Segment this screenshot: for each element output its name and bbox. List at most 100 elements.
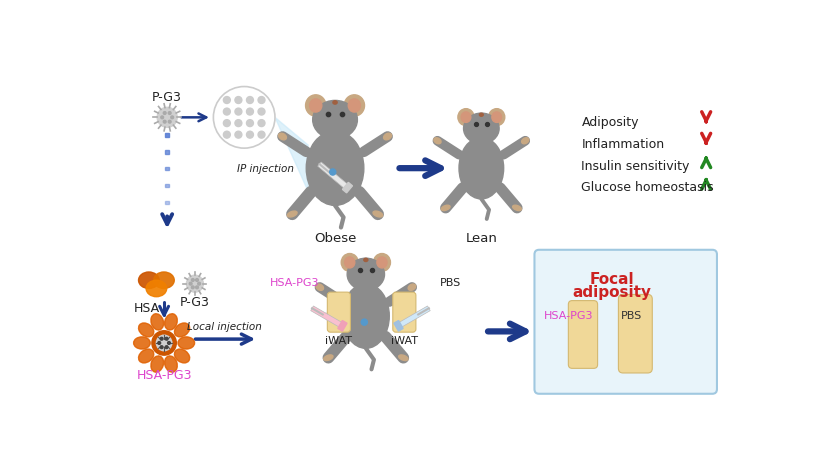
Ellipse shape	[151, 356, 163, 372]
Circle shape	[167, 342, 171, 345]
Circle shape	[246, 97, 254, 104]
Bar	[166, 201, 169, 204]
Circle shape	[152, 331, 176, 355]
Polygon shape	[322, 308, 336, 332]
Text: IP injection: IP injection	[237, 164, 295, 174]
Circle shape	[258, 120, 265, 127]
Circle shape	[246, 132, 254, 139]
Text: Inflammation: Inflammation	[582, 138, 664, 151]
Text: adiposity: adiposity	[572, 284, 651, 299]
Circle shape	[213, 87, 275, 149]
Text: P-G3: P-G3	[153, 91, 182, 104]
Circle shape	[163, 121, 166, 124]
Polygon shape	[398, 306, 430, 328]
Circle shape	[361, 319, 367, 325]
Text: HSA-PG3: HSA-PG3	[543, 310, 593, 320]
Text: iWAT: iWAT	[326, 336, 353, 346]
Text: HSA-PG3: HSA-PG3	[136, 368, 192, 381]
Polygon shape	[394, 321, 403, 331]
FancyBboxPatch shape	[619, 295, 652, 373]
Ellipse shape	[384, 134, 392, 140]
Ellipse shape	[463, 114, 499, 145]
Circle shape	[157, 342, 161, 345]
Circle shape	[224, 109, 230, 116]
Text: Glucose homeostasis: Glucose homeostasis	[582, 181, 714, 194]
Ellipse shape	[316, 285, 323, 291]
Circle shape	[192, 286, 194, 289]
Ellipse shape	[492, 112, 502, 123]
Ellipse shape	[178, 337, 194, 349]
Text: Insulin sensitivity: Insulin sensitivity	[582, 159, 690, 172]
Polygon shape	[338, 321, 347, 331]
Ellipse shape	[434, 139, 441, 145]
Polygon shape	[311, 306, 343, 328]
FancyBboxPatch shape	[392, 292, 416, 332]
Circle shape	[235, 109, 242, 116]
Circle shape	[161, 117, 163, 119]
Ellipse shape	[306, 132, 364, 206]
FancyBboxPatch shape	[534, 250, 717, 394]
Text: HSA: HSA	[134, 301, 160, 314]
Ellipse shape	[134, 337, 150, 349]
Text: Lean: Lean	[465, 232, 497, 245]
Circle shape	[160, 346, 163, 349]
Bar	[165, 134, 170, 138]
Ellipse shape	[364, 259, 368, 262]
FancyBboxPatch shape	[327, 292, 350, 332]
Circle shape	[330, 169, 336, 176]
Ellipse shape	[139, 272, 159, 289]
Circle shape	[196, 286, 198, 289]
Circle shape	[235, 97, 242, 104]
Circle shape	[165, 346, 168, 349]
Ellipse shape	[347, 258, 384, 291]
Ellipse shape	[151, 314, 163, 330]
Ellipse shape	[344, 257, 355, 269]
Circle shape	[246, 120, 254, 127]
Polygon shape	[317, 162, 348, 190]
Ellipse shape	[153, 272, 175, 289]
Circle shape	[235, 120, 242, 127]
Bar	[165, 167, 169, 171]
Ellipse shape	[521, 139, 529, 145]
Ellipse shape	[458, 109, 474, 126]
Ellipse shape	[480, 114, 483, 117]
Text: Local injection: Local injection	[188, 322, 263, 332]
Ellipse shape	[374, 254, 391, 272]
Ellipse shape	[377, 257, 387, 269]
Ellipse shape	[459, 138, 503, 200]
Ellipse shape	[139, 323, 153, 337]
Text: P-G3: P-G3	[180, 296, 210, 308]
Circle shape	[171, 117, 174, 119]
Ellipse shape	[461, 112, 471, 123]
Circle shape	[168, 112, 171, 115]
Ellipse shape	[165, 356, 177, 372]
Circle shape	[157, 336, 172, 351]
Circle shape	[157, 108, 177, 128]
Circle shape	[165, 338, 168, 341]
Ellipse shape	[287, 212, 297, 218]
Bar	[165, 151, 170, 154]
Ellipse shape	[305, 95, 326, 117]
Ellipse shape	[373, 212, 383, 218]
Circle shape	[189, 283, 192, 285]
Polygon shape	[343, 183, 353, 193]
Circle shape	[196, 279, 198, 282]
Ellipse shape	[165, 314, 177, 330]
Ellipse shape	[175, 349, 189, 363]
Circle shape	[163, 112, 166, 115]
Circle shape	[224, 97, 230, 104]
FancyBboxPatch shape	[569, 301, 597, 369]
Ellipse shape	[512, 206, 521, 211]
Ellipse shape	[348, 100, 361, 113]
Circle shape	[160, 338, 163, 341]
Ellipse shape	[146, 280, 166, 297]
Text: PBS: PBS	[440, 277, 461, 287]
Ellipse shape	[333, 101, 337, 105]
Ellipse shape	[408, 285, 415, 291]
Circle shape	[197, 283, 201, 285]
Text: HSA-PG3: HSA-PG3	[269, 277, 319, 287]
Circle shape	[192, 279, 194, 282]
Ellipse shape	[343, 284, 389, 348]
Ellipse shape	[441, 206, 450, 211]
Ellipse shape	[344, 95, 365, 117]
